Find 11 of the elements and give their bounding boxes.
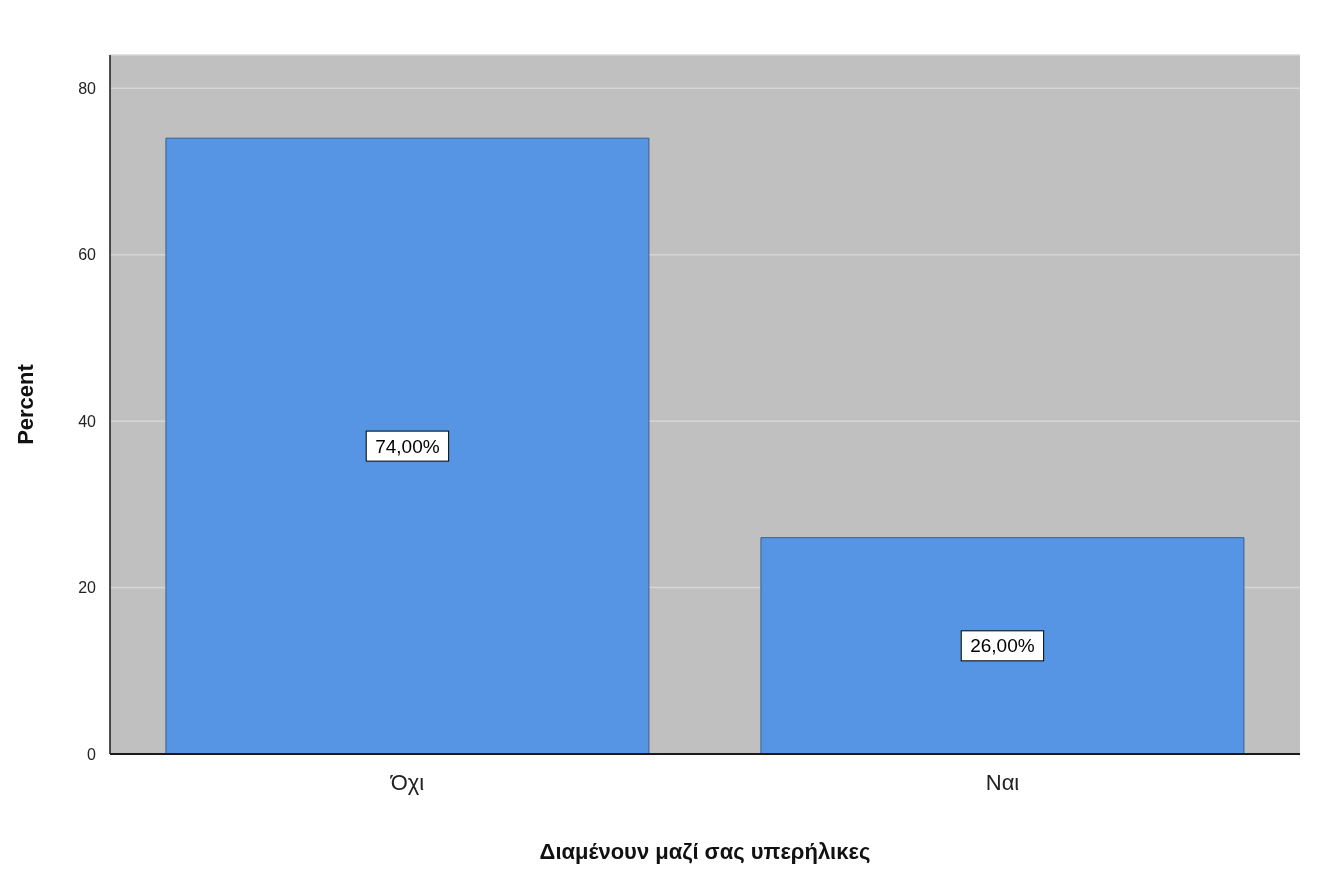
y-axis-title: Percent [12, 363, 38, 445]
y-tick-label: 40 [78, 412, 97, 430]
data-label: 74,00% [375, 435, 440, 457]
x-tick-label: Ναι [985, 769, 1020, 795]
y-tick-label: 0 [87, 745, 97, 763]
x-axis-title: Διαμένουν μαζί σας υπερήλικες [539, 838, 871, 864]
x-tick-label: Όχι [389, 769, 425, 795]
y-tick-label: 60 [78, 246, 97, 264]
data-label: 26,00% [970, 635, 1035, 657]
y-tick-label: 20 [78, 579, 97, 597]
y-tick-label: 80 [78, 79, 97, 97]
